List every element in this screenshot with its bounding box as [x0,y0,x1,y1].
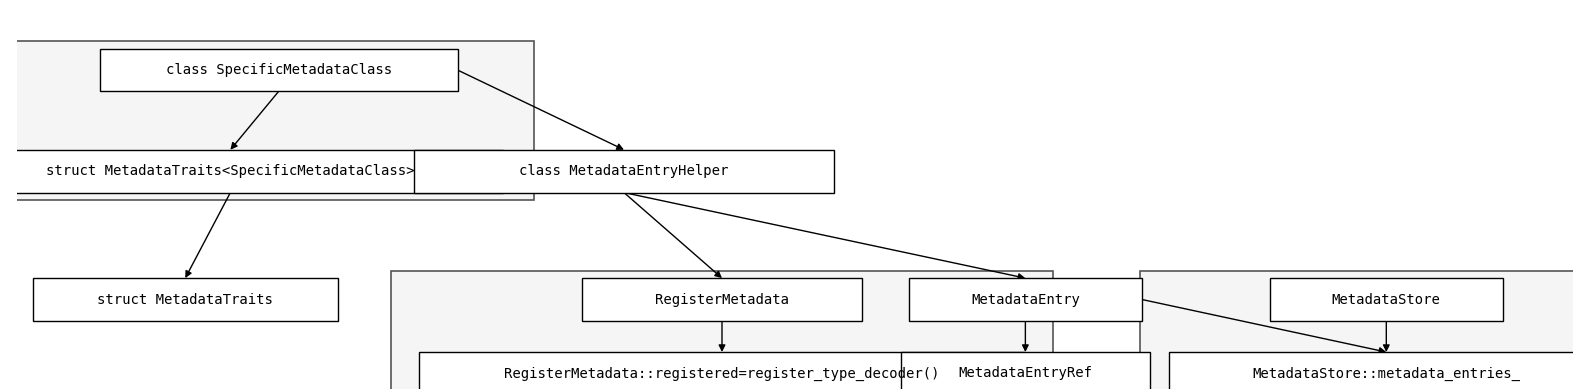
Text: RegisterMetadata::registered=register_type_decoder(): RegisterMetadata::registered=register_ty… [505,366,939,380]
Text: MetadataStore: MetadataStore [1332,293,1441,307]
Text: MetadataEntryRef: MetadataEntryRef [958,366,1092,380]
Text: RegisterMetadata: RegisterMetadata [654,293,790,307]
Text: struct MetadataTraits: struct MetadataTraits [98,293,274,307]
Bar [414,150,834,193]
Bar [0,41,533,200]
Text: MetadataStore::metadata_entries_: MetadataStore::metadata_entries_ [1252,366,1521,380]
Bar [582,278,862,321]
Bar [33,278,338,321]
Bar [1269,278,1502,321]
Bar [1169,352,1573,389]
Bar [0,150,503,193]
Text: MetadataEntry: MetadataEntry [971,293,1079,307]
Bar [418,352,1026,389]
Bar [909,278,1142,321]
Bar [390,271,1054,389]
Text: class SpecificMetadataClass: class SpecificMetadataClass [165,63,392,77]
Text: class MetadataEntryHelper: class MetadataEntryHelper [519,164,728,178]
Text: struct MetadataTraits<SpecificMetadataClass>: struct MetadataTraits<SpecificMetadataCl… [46,164,415,178]
Bar [99,49,458,91]
Bar [901,352,1150,389]
Bar [1140,271,1573,389]
